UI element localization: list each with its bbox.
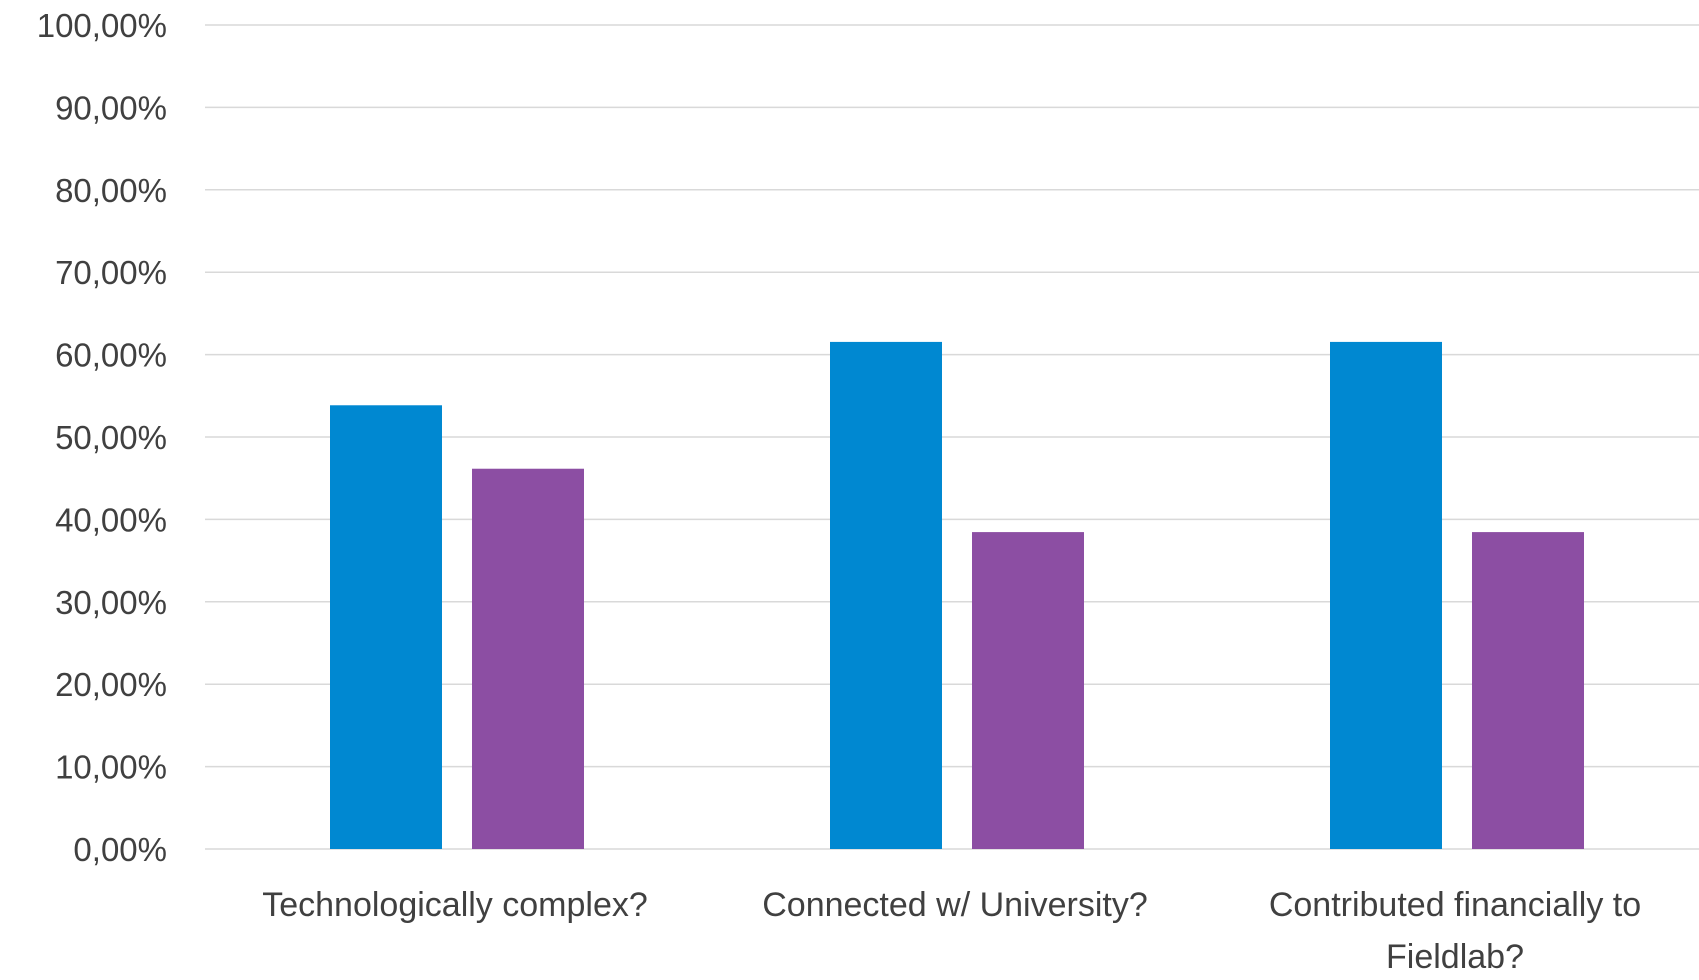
y-tick-label: 30,00% [55, 584, 167, 621]
x-tick-label-line: Fieldlab? [1386, 938, 1524, 975]
bar-series-1-category-2 [830, 341, 942, 849]
gridlines [205, 24, 1699, 850]
x-tick-label: Technologically complex? [262, 886, 648, 924]
x-tick-label-line: Contributed financially to [1269, 886, 1641, 924]
bar-series-1-category-1 [330, 405, 442, 849]
y-tick-label: 40,00% [55, 501, 167, 538]
x-tick-label: Connected w/ University? [762, 886, 1148, 924]
y-tick-label: 90,00% [55, 89, 167, 126]
y-tick-label: 20,00% [55, 666, 167, 703]
y-tick-label: 0,00% [73, 831, 167, 868]
y-tick-label: 60,00% [55, 337, 167, 374]
x-axis-tick-labels: Technologically complex? Connected w/ Uni… [262, 886, 1641, 976]
y-tick-label: 50,00% [55, 419, 167, 456]
bars [330, 341, 1584, 849]
bar-series-2-category-2 [972, 532, 1084, 849]
x-tick-label-line: Connected w/ University? [762, 886, 1148, 924]
y-tick-label: 100,00% [37, 7, 167, 44]
bar-series-1-category-3 [1330, 341, 1442, 849]
y-tick-label: 70,00% [55, 254, 167, 291]
y-tick-label: 10,00% [55, 749, 167, 786]
x-tick-label: Contributed financially to Fieldlab? [1269, 886, 1641, 975]
bar-series-2-category-3 [1472, 532, 1584, 849]
bar-series-2-category-1 [472, 468, 584, 849]
x-tick-label-line: Technologically complex? [262, 886, 648, 924]
y-tick-label: 80,00% [55, 172, 167, 209]
y-axis-tick-labels: 0,00% 10,00% 20,00% 30,00% 40,00% 50,00% 60,00… [37, 7, 167, 868]
